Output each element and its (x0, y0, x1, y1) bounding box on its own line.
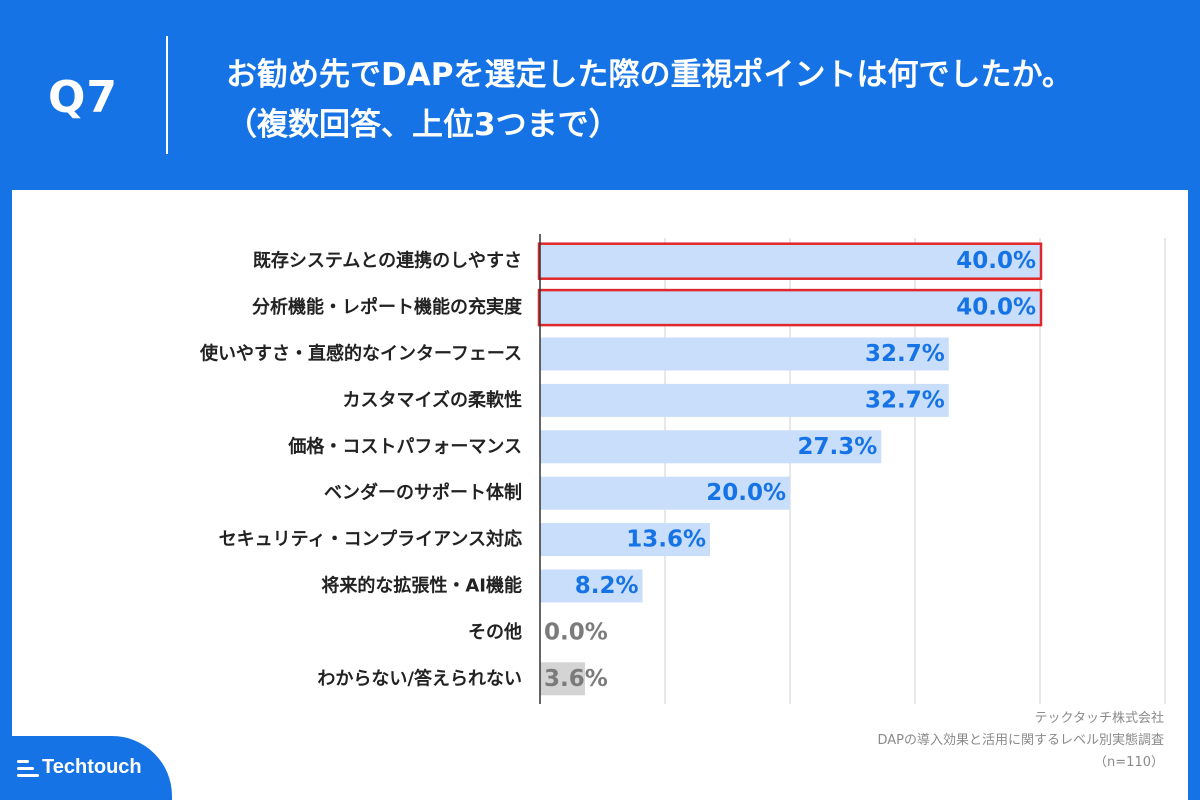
chart-panel: 既存システムとの連携のしやすさ 40.0% 分析機能・レポート機能の充実度 40.0%… (12, 190, 1188, 800)
bar (540, 244, 1040, 278)
header-divider (166, 36, 168, 154)
bar (540, 523, 710, 557)
value-label: 32.7% (865, 341, 945, 367)
value-label: 32.7% (865, 387, 945, 413)
bar (540, 383, 949, 417)
category-label: 使いやすさ・直感的なインターフェース (199, 343, 522, 365)
header: Q7 お勧め先でDAPを選定した際の重視ポイントは何でしたか。 （複数回答、上位… (0, 0, 1200, 190)
source-note: テックタッチ株式会社 DAPの導入効果と活用に関するレベル別実態調査 （n=11… (744, 708, 1164, 774)
value-label: 20.0% (706, 480, 786, 506)
source-sample-size: （n=110） (1094, 755, 1164, 770)
category-label: わからない/答えられない (317, 667, 522, 689)
highlight-box (537, 242, 1043, 280)
category-label: 将来的な拡張性・AI機能 (321, 575, 522, 597)
value-label: 40.0% (956, 295, 1036, 321)
source-survey: DAPの導入効果と活用に関するレベル別実態調査 (877, 733, 1164, 748)
question-title: お勧め先でDAPを選定した際の重視ポイントは何でしたか。 （複数回答、上位3つま… (226, 50, 1176, 150)
highlight-box (537, 288, 1043, 327)
bar (540, 569, 643, 603)
category-label: 価格・コストパフォーマンス (287, 435, 522, 457)
bar (540, 476, 790, 510)
source-company: テックタッチ株式会社 (1034, 711, 1164, 726)
question-title-line1: お勧め先でDAPを選定した際の重視ポイントは何でしたか。 (226, 57, 1073, 93)
value-label: 40.0% (956, 248, 1036, 274)
value-label: 3.6% (544, 666, 608, 692)
category-label: 既存システムとの連携のしやすさ (253, 250, 522, 272)
category-label: カスタマイズの柔軟性 (343, 389, 522, 411)
value-label: 27.3% (797, 434, 877, 460)
logo-mark-icon (17, 760, 39, 780)
value-label: 0.0% (544, 619, 608, 645)
bar-chart: 既存システムとの連携のしやすさ 40.0% 分析機能・レポート機能の充実度 40.0%… (199, 234, 1166, 704)
bar (540, 430, 882, 464)
question-title-line2: （複数回答、上位3つまで） (226, 107, 620, 143)
category-label: その他 (468, 621, 522, 643)
category-label: 分析機能・レポート機能の充実度 (252, 296, 523, 318)
value-label: 13.6% (626, 527, 706, 553)
bar (540, 337, 949, 371)
question-label: Q7 (48, 72, 119, 123)
category-label: ベンダーのサポート体制 (324, 482, 522, 504)
value-label: 8.2% (575, 573, 639, 599)
bar (540, 662, 585, 696)
techtouch-logo: Techtouch (0, 736, 172, 800)
brand-name: Techtouch (42, 756, 142, 778)
bar (540, 291, 1040, 325)
category-label: セキュリティ・コンプライアンス対応 (219, 528, 522, 550)
